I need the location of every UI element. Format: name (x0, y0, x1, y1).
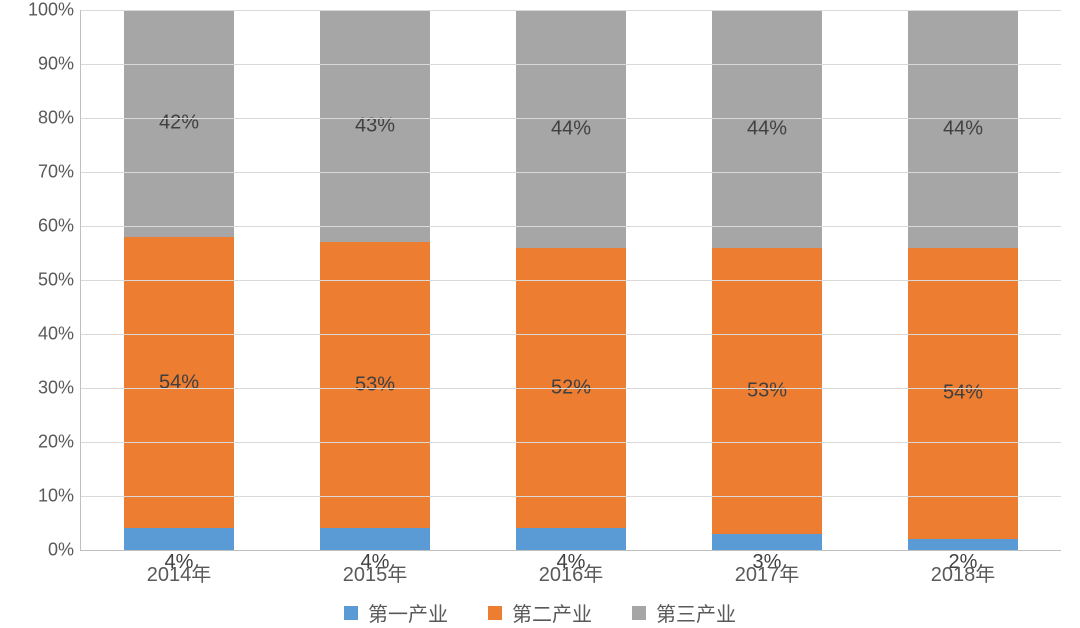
y-tick-label: 40% (4, 324, 74, 345)
y-tick-label: 20% (4, 432, 74, 453)
bar-segment: 42% (124, 10, 234, 237)
gridline (81, 334, 1061, 335)
bar-segment: 44% (712, 10, 822, 248)
bar-segment: 4% (516, 528, 626, 550)
y-tick-label: 60% (4, 216, 74, 237)
bar-segment: 43% (320, 10, 430, 242)
x-tick-label: 2017年 (735, 558, 800, 587)
y-tick-label: 100% (4, 0, 74, 21)
bar-segment: 53% (712, 248, 822, 534)
gridline (81, 118, 1061, 119)
gridline (81, 496, 1061, 497)
legend-swatch (632, 606, 646, 620)
legend-swatch (488, 606, 502, 620)
segment-value-label: 44% (551, 117, 591, 140)
plot-area: 4%54%42%2014年4%53%43%2015年4%52%44%2016年3… (80, 10, 1061, 551)
segment-value-label: 54% (943, 382, 983, 405)
gridline (81, 64, 1061, 65)
y-tick-label: 70% (4, 162, 74, 183)
legend-label: 第一产业 (368, 598, 448, 627)
bar-segment: 2% (908, 539, 1018, 550)
y-tick-label: 90% (4, 54, 74, 75)
bar-segment: 4% (320, 528, 430, 550)
segment-value-label: 53% (355, 374, 395, 397)
legend-item: 第三产业 (632, 598, 736, 627)
x-tick-label: 2016年 (539, 558, 604, 587)
legend-item: 第一产业 (344, 598, 448, 627)
bar-segment: 44% (516, 10, 626, 248)
legend-label: 第二产业 (512, 598, 592, 627)
gridline (81, 172, 1061, 173)
stacked-bar-chart: 0% 10% 20% 30% 40% 50% 60% 70% 80% 90% 100% 4% 54% 4… (0, 0, 1080, 628)
y-tick-label: 30% (4, 378, 74, 399)
y-tick-label: 0% (4, 540, 74, 561)
x-tick-label: 2015年 (343, 558, 408, 587)
segment-value-label: 44% (943, 117, 983, 140)
y-tick-label: 50% (4, 270, 74, 291)
y-axis-labels: 0%10%20%30%40%50%60%70%80%90%100% (0, 10, 80, 550)
legend: 第一产业 第二产业 第三产业 (0, 598, 1080, 627)
segment-value-label: 54% (159, 371, 199, 394)
gridline (81, 442, 1061, 443)
y-tick-label: 10% (4, 486, 74, 507)
segment-value-label: 53% (747, 379, 787, 402)
legend-label: 第三产业 (656, 598, 736, 627)
gridline (81, 280, 1061, 281)
bar-segment: 44% (908, 10, 1018, 248)
gridline (81, 10, 1061, 11)
bar-segment: 4% (124, 528, 234, 550)
y-tick-label: 80% (4, 108, 74, 129)
segment-value-label: 44% (747, 117, 787, 140)
legend-swatch (344, 606, 358, 620)
bar-segment: 3% (712, 534, 822, 550)
x-tick-label: 2018年 (931, 558, 996, 587)
gridline (81, 388, 1061, 389)
legend-item: 第二产业 (488, 598, 592, 627)
segment-value-label: 42% (159, 112, 199, 135)
gridline (81, 226, 1061, 227)
x-tick-label: 2014年 (147, 558, 212, 587)
bar-segment: 53% (320, 242, 430, 528)
